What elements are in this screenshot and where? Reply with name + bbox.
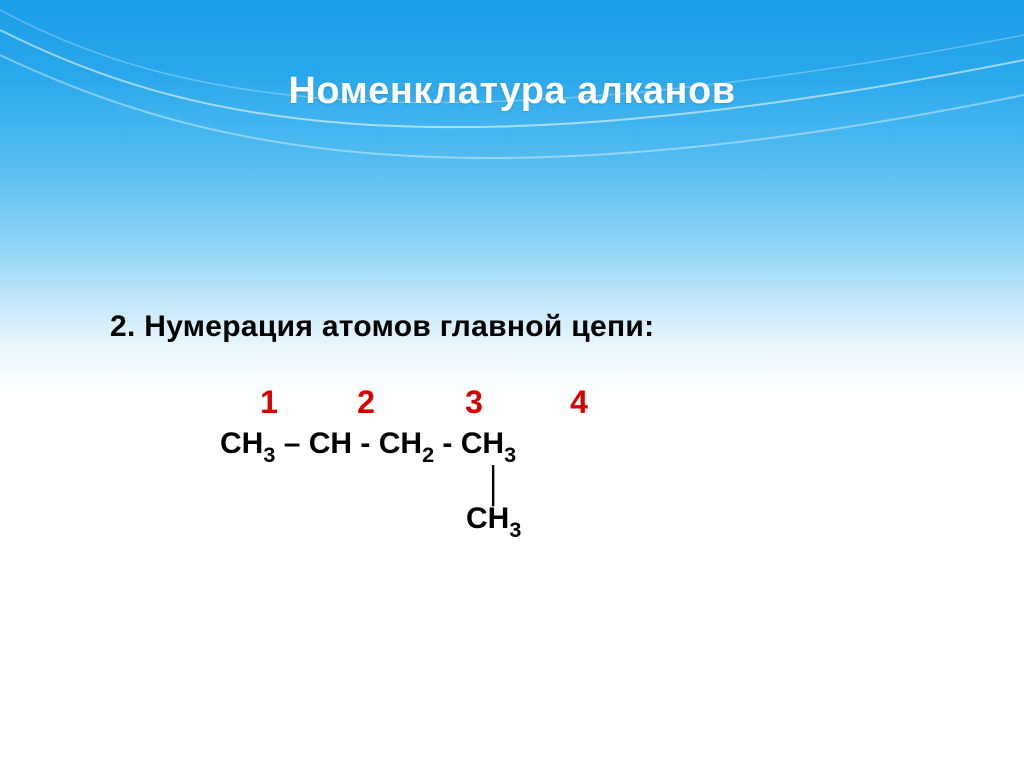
formula-block: 1 2 3 4 CH3 – CH - CH2 - CH3 │ CH3 <box>220 384 944 541</box>
atom-numbers-row: 1 2 3 4 <box>220 384 944 421</box>
main-chain: CH3 – CH - CH2 - CH3 <box>220 427 944 466</box>
branch: │ CH3 <box>484 468 944 541</box>
atom-number-1: 1 <box>230 384 308 421</box>
atom-number-2: 2 <box>308 384 424 421</box>
atom-number-3: 3 <box>424 384 524 421</box>
slide: Номенклатура алканов 2. Нумерация атомов… <box>0 0 1024 767</box>
branch-bond: │ <box>484 468 944 502</box>
content-area: 2. Нумерация атомов главной цепи: 1 2 3 … <box>110 310 944 541</box>
bond-3: - <box>434 427 461 460</box>
slide-title: Номенклатура алканов <box>0 70 1024 113</box>
section-heading: 2. Нумерация атомов главной цепи: <box>110 310 944 344</box>
carbon-2: CH <box>309 427 352 460</box>
bond-1: – <box>275 427 308 460</box>
bond-2: - <box>352 427 379 460</box>
carbon-3: CH2 <box>379 427 434 460</box>
header-curve <box>0 0 1024 260</box>
carbon-1: CH3 <box>220 427 275 460</box>
branch-group: CH3 <box>466 502 944 541</box>
carbon-4: CH3 <box>461 427 516 460</box>
atom-number-4: 4 <box>524 384 634 421</box>
